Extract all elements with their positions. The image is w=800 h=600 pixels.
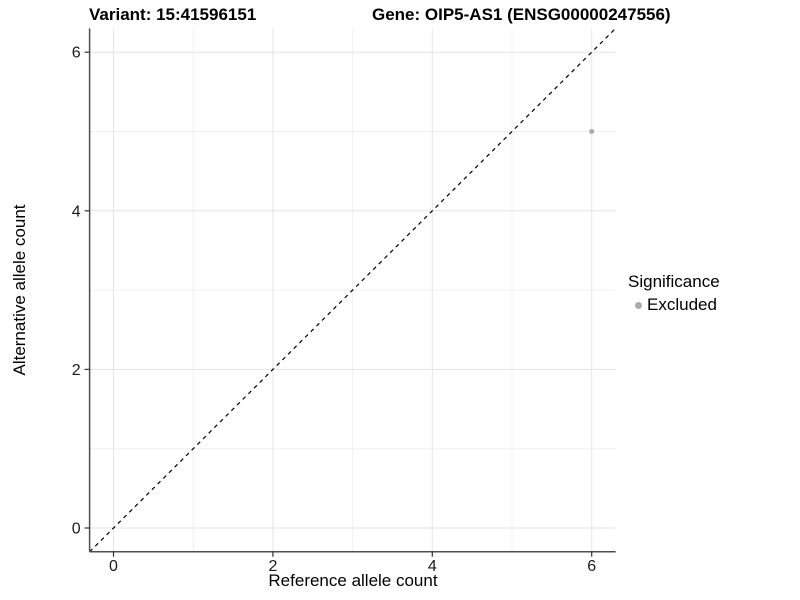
identity-line (89, 27, 617, 553)
legend-entry: Excluded (628, 295, 720, 315)
gene-title: Gene: OIP5-AS1 (ENSG00000247556) (372, 5, 671, 24)
legend-title: Significance (628, 272, 720, 291)
y-tick-label: 0 (72, 521, 81, 538)
legend-entry-label: Excluded (647, 295, 717, 314)
y-tick-label: 4 (72, 203, 81, 220)
y-tick-label: 2 (72, 362, 81, 379)
variant-title: Variant: 15:41596151 (89, 5, 257, 24)
legend-point-icon (635, 301, 642, 309)
x-tick-label: 0 (109, 558, 118, 575)
x-tick-label: 2 (268, 558, 277, 575)
x-axis-title: Reference allele count (268, 571, 438, 590)
legend: Significance Excluded (628, 272, 720, 315)
x-tick-label: 6 (587, 558, 596, 575)
data-point (589, 128, 595, 134)
x-tick-label: 4 (428, 558, 437, 575)
y-tick-label: 6 (72, 45, 81, 62)
y-axis-title: Alternative allele count (10, 204, 29, 376)
